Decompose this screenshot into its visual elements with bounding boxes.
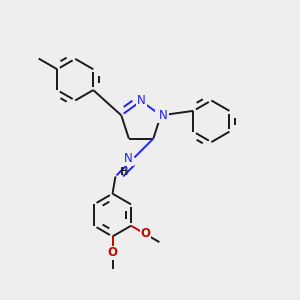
Text: H: H — [121, 167, 128, 177]
Text: O: O — [107, 246, 118, 259]
Text: N: N — [159, 109, 168, 122]
Text: H: H — [120, 167, 127, 177]
Text: N: N — [157, 109, 165, 122]
Text: N: N — [137, 94, 146, 107]
Text: N: N — [124, 152, 133, 165]
Text: N: N — [124, 152, 133, 165]
Text: O: O — [140, 227, 150, 240]
Text: N: N — [137, 94, 146, 107]
